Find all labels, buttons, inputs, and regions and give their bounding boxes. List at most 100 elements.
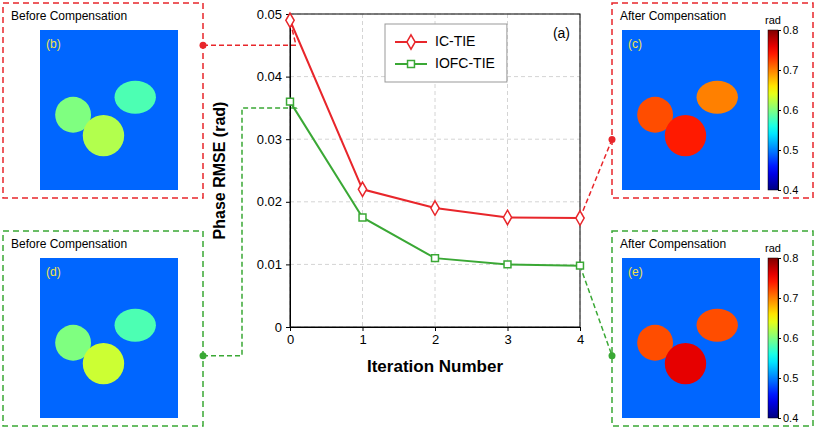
colorbar-tick-mark	[778, 70, 781, 71]
phase-object	[697, 81, 738, 114]
phase-object	[83, 115, 124, 156]
colorbar-tick-mark	[778, 418, 781, 419]
figure: 00.010.020.030.040.0501234Phase RMSE (ra…	[0, 0, 816, 431]
phase-background	[622, 30, 760, 190]
y-tick-mark	[286, 327, 290, 328]
y-axis: 00.010.020.030.040.05	[257, 7, 291, 335]
panel: After Compensation(e)0.40.50.60.70.8rad	[612, 231, 813, 426]
phase-background	[40, 258, 178, 418]
y-tick: 0.01	[257, 257, 290, 272]
legend-marker	[408, 61, 415, 68]
panel-letter: (b)	[46, 37, 61, 51]
connector	[580, 266, 612, 356]
colorbar-tick-mark	[778, 378, 781, 379]
series-line	[290, 102, 580, 266]
connectors	[200, 20, 616, 359]
series-marker	[577, 262, 584, 269]
legend-marker	[407, 35, 415, 49]
x-axis-line	[291, 328, 581, 332]
x-tick-mark	[435, 327, 436, 331]
legend-box	[385, 24, 507, 82]
colorbar-tick-mark	[778, 258, 781, 259]
x-tick: 4	[577, 327, 584, 347]
series-marker	[431, 201, 439, 215]
y-tick-label: 0.03	[257, 132, 282, 147]
y-tick-label: 0.01	[257, 257, 282, 272]
x-tick-label: 2	[432, 332, 439, 347]
y-tick-label: 0.05	[257, 7, 282, 22]
series-marker	[286, 13, 294, 27]
colorbar-tick-label: 0.6	[783, 332, 798, 344]
y-tick: 0.03	[257, 132, 290, 147]
colorbar-tick-label: 0.8	[783, 252, 798, 264]
panel-title: Before Compensation	[11, 9, 127, 23]
y-axis-line	[286, 15, 291, 328]
connector	[203, 20, 296, 45]
panel-letter: (d)	[46, 265, 61, 279]
colorbar-tick-label: 0.5	[783, 144, 798, 156]
x-tick: 3	[504, 327, 511, 347]
x-tick-mark	[290, 327, 291, 331]
series-marker	[287, 98, 294, 105]
phase-object	[665, 343, 706, 384]
phase-image	[622, 30, 760, 190]
x-tick-mark	[508, 327, 509, 331]
colorbar-tick-mark	[778, 338, 781, 339]
phase-object	[83, 343, 124, 384]
y-tick: 0.02	[257, 194, 290, 209]
colorbar-label: rad	[765, 242, 781, 254]
connector	[203, 102, 296, 356]
y-tick-mark	[286, 77, 290, 78]
colorbar-axis-line	[779, 31, 782, 191]
connector	[580, 140, 612, 219]
y-tick-mark	[286, 139, 290, 140]
y-tick: 0.05	[257, 7, 290, 22]
panel-title: After Compensation	[620, 9, 726, 23]
panel-letter: (c)	[628, 37, 642, 51]
x-axis-title: Iteration Number	[367, 357, 503, 376]
x-tick-label: 0	[287, 332, 294, 347]
panel-border	[612, 3, 813, 198]
grid-line	[290, 139, 580, 140]
colorbar-tick: 0.8	[778, 252, 798, 264]
panel-border	[3, 3, 203, 198]
panel: After Compensation(c)0.40.50.60.70.8rad	[612, 3, 813, 198]
colorbar-tick-label: 0.6	[783, 104, 798, 116]
phase-image	[40, 258, 178, 418]
x-tick-label: 3	[504, 332, 511, 347]
phase-image	[622, 258, 760, 418]
colorbar-tick: 0.5	[778, 144, 798, 156]
colorbar	[768, 30, 778, 190]
x-tick-mark	[580, 327, 581, 331]
colorbar-tick: 0.6	[778, 104, 798, 116]
colorbar-tick-mark	[778, 190, 781, 191]
phase-background	[40, 30, 178, 190]
colorbar-tick: 0.8	[778, 24, 798, 36]
y-axis-title: Phase RMSE (rad)	[211, 102, 228, 240]
series-marker	[359, 214, 366, 221]
panel-border	[612, 231, 813, 426]
colorbar-tick: 0.6	[778, 332, 798, 344]
y-tick: 0.04	[257, 69, 290, 84]
plot-frame	[290, 14, 580, 327]
panel-title: Before Compensation	[11, 237, 127, 251]
x-tick: 2	[432, 327, 439, 347]
x-axis: 01234	[287, 327, 584, 347]
colorbar-tick-label: 0.7	[783, 292, 798, 304]
y-tick-mark	[286, 202, 290, 203]
colorbar-tick-label: 0.4	[783, 412, 798, 424]
phase-object	[665, 115, 706, 156]
series-marker	[432, 255, 439, 262]
series-marker	[576, 211, 584, 225]
panel: Before Compensation (d)	[3, 231, 203, 426]
colorbar-tick: 0.4	[778, 184, 798, 196]
colorbar-tick-mark	[778, 298, 781, 299]
grid-line	[362, 14, 363, 327]
x-tick-label: 4	[577, 332, 584, 347]
colorbar-tick-mark	[778, 30, 781, 31]
series-marker	[503, 210, 511, 224]
colorbar-tick-mark	[778, 110, 781, 111]
phase-background	[622, 258, 760, 418]
phase-image	[40, 30, 178, 190]
phase-object	[115, 309, 156, 342]
